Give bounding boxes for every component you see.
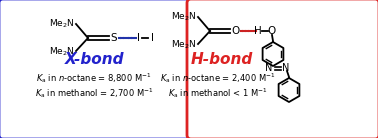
Text: H-bond: H-bond bbox=[191, 52, 253, 67]
Text: I: I bbox=[136, 33, 139, 43]
Text: $\mathit{K}_{\mathrm{a}}$ in methanol = 2,700 M$^{-1}$: $\mathit{K}_{\mathrm{a}}$ in methanol = … bbox=[35, 86, 153, 100]
Text: Me$_2$N: Me$_2$N bbox=[50, 17, 75, 30]
Text: Me$_2$N: Me$_2$N bbox=[172, 10, 197, 23]
Text: H: H bbox=[254, 26, 262, 36]
FancyBboxPatch shape bbox=[187, 0, 378, 138]
FancyBboxPatch shape bbox=[0, 0, 190, 138]
Text: $\mathit{K}_{\mathrm{a}}$ in methanol < 1 M$^{-1}$: $\mathit{K}_{\mathrm{a}}$ in methanol < … bbox=[168, 86, 268, 100]
Text: X-bond: X-bond bbox=[65, 52, 125, 67]
Text: S: S bbox=[110, 33, 117, 43]
Text: Me$_2$N: Me$_2$N bbox=[50, 45, 75, 58]
Text: O: O bbox=[231, 26, 239, 36]
Text: I: I bbox=[150, 33, 153, 43]
Text: Me$_2$N: Me$_2$N bbox=[172, 38, 197, 51]
Text: $\mathit{K}_{\mathrm{a}}$ in $\mathit{n}$-octane = 2,400 M$^{-1}$: $\mathit{K}_{\mathrm{a}}$ in $\mathit{n}… bbox=[160, 71, 276, 85]
Text: N: N bbox=[282, 63, 290, 73]
Text: $\mathit{K}_{\mathrm{a}}$ in $\mathit{n}$-octane = 8,800 M$^{-1}$: $\mathit{K}_{\mathrm{a}}$ in $\mathit{n}… bbox=[36, 71, 152, 85]
Text: O: O bbox=[267, 26, 275, 36]
Text: N: N bbox=[265, 63, 272, 73]
